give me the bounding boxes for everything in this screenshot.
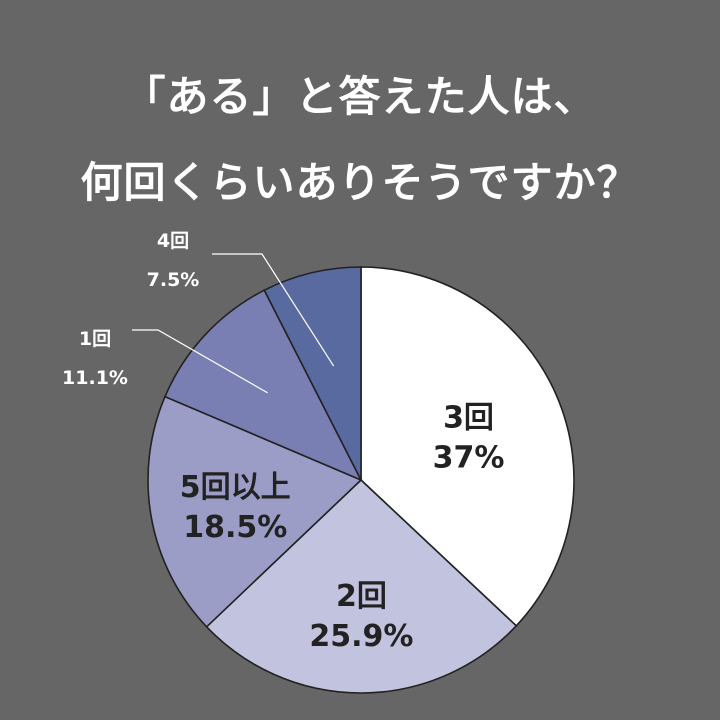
leader-line-4	[132, 329, 268, 394]
slice-value-label-3: 18.5%	[183, 510, 287, 545]
slice-category-label-1: 3回	[443, 400, 494, 435]
slice-value-label-5: 7.5%	[147, 269, 200, 291]
slice-value-label-1: 37%	[433, 440, 505, 475]
slice-category-label-3: 5回以上	[180, 470, 291, 505]
chart-title-line-2: 何回くらいありそうですか？	[80, 158, 640, 207]
pie-slice-5	[263, 266, 362, 481]
pie-slice-2	[205, 478, 518, 694]
chart-title-line-1: 「ある」と答えた人は、	[123, 72, 597, 121]
pie-slice-3	[147, 395, 363, 628]
slice-value-label-2: 25.9%	[309, 619, 413, 654]
slice-value-label-4: 11.1%	[62, 367, 128, 389]
leader-line-5	[212, 253, 335, 367]
slice-category-label-5: 4回	[157, 230, 189, 252]
slice-category-label-4: 1回	[79, 328, 111, 350]
pie-slice-1	[360, 266, 575, 627]
slice-category-label-2: 2回	[336, 579, 387, 614]
pie-slice-4	[163, 289, 363, 482]
